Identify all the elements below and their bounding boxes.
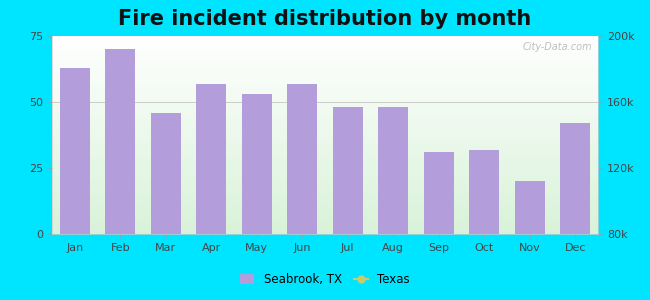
Bar xyxy=(60,68,90,234)
Bar xyxy=(105,49,135,234)
Bar xyxy=(196,83,226,234)
Bar xyxy=(469,149,499,234)
Bar xyxy=(196,83,226,234)
Text: City-Data.com: City-Data.com xyxy=(523,42,593,52)
Bar xyxy=(287,83,317,234)
Bar xyxy=(242,94,272,234)
Bar xyxy=(424,152,454,234)
Bar xyxy=(151,112,181,234)
Bar xyxy=(333,107,363,234)
Bar xyxy=(287,83,317,234)
Bar xyxy=(151,112,181,234)
Legend: Seabrook, TX, Texas: Seabrook, TX, Texas xyxy=(235,269,415,291)
Bar xyxy=(378,107,408,234)
Bar xyxy=(515,181,545,234)
Bar xyxy=(424,152,454,234)
Bar xyxy=(333,107,363,234)
Bar xyxy=(242,94,272,234)
Bar xyxy=(105,49,135,234)
Bar xyxy=(560,123,590,234)
Bar xyxy=(515,181,545,234)
Bar xyxy=(378,107,408,234)
Bar xyxy=(60,68,90,234)
Title: Fire incident distribution by month: Fire incident distribution by month xyxy=(118,9,532,29)
Bar xyxy=(560,123,590,234)
Bar xyxy=(469,149,499,234)
